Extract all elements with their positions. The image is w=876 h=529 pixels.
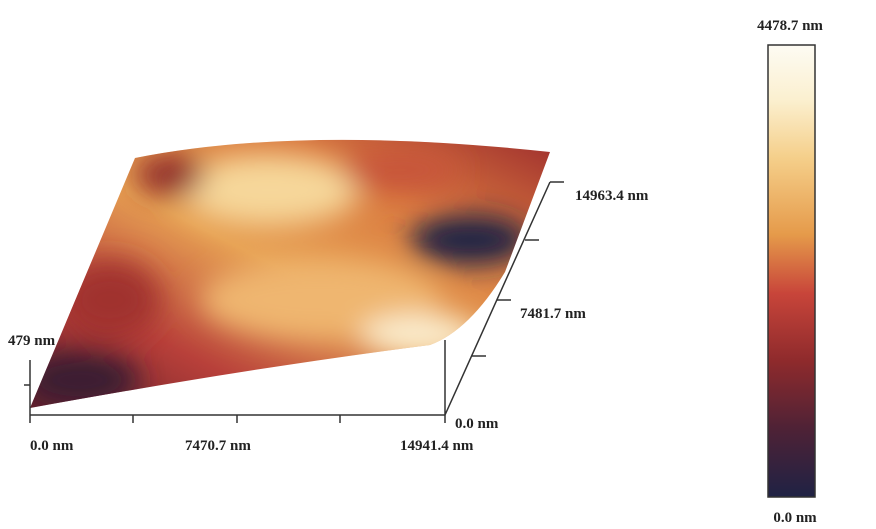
z-label: 479 nm <box>8 333 56 349</box>
y-label: 0.0 nm <box>455 416 499 432</box>
surface <box>20 140 550 410</box>
y-label: 7481.7 nm <box>520 306 586 322</box>
afm-figure: 0.0 nm 7470.7 nm 14941.4 nm 0.0 nm 7481.… <box>0 0 876 529</box>
colorbar-max: 4478.7 nm <box>757 18 823 34</box>
x-label: 7470.7 nm <box>185 438 251 454</box>
x-label: 0.0 nm <box>30 438 74 454</box>
x-label: 14941.4 nm <box>400 438 474 454</box>
colorbar-min: 0.0 nm <box>773 510 817 526</box>
y-label: 14963.4 nm <box>575 188 649 204</box>
colorbar <box>768 45 815 497</box>
